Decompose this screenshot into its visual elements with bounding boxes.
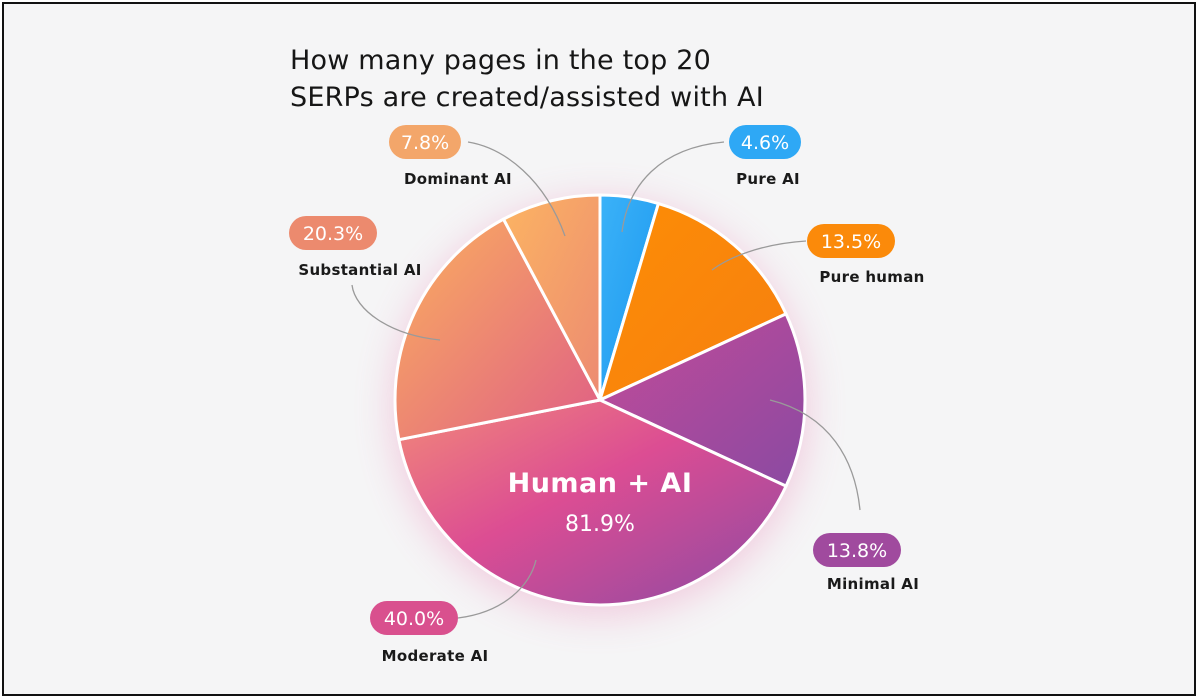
category-label-dominant-ai: Dominant AI (404, 170, 512, 188)
percent-label-dominant-ai: 7.8% (401, 132, 449, 154)
center-label-title: Human + AI (508, 468, 693, 499)
leader-line-minimal-ai (769, 399, 861, 511)
leader-line-substantial-ai (351, 284, 441, 341)
category-label-pure-ai: Pure AI (736, 170, 800, 188)
slice-labels: 4.6% Pure AI 13.5% Pure human 13.8% Minimal A… (289, 125, 924, 665)
center-label-value: 81.9% (565, 512, 635, 537)
category-label-pure-human: Pure human (819, 268, 924, 286)
chart-title-line-1: How many pages in the top 20 (290, 45, 711, 76)
percent-label-moderate-ai: 40.0% (384, 608, 444, 630)
pie-slice-pure-human (598, 202, 788, 402)
chart-title-line-2: SERPs are created/assisted with AI (290, 82, 764, 113)
leader-lines (351, 141, 861, 619)
percent-label-substantial-ai: 20.3% (303, 223, 363, 245)
pie-slice-moderate-ai (397, 398, 788, 607)
percent-pill-substantial-ai (289, 216, 377, 250)
pie-slice-dominant-ai (502, 193, 602, 402)
category-label-substantial-ai: Substantial AI (298, 261, 421, 279)
category-label-moderate-ai: Moderate AI (382, 647, 489, 665)
percent-pill-pure-human (807, 224, 895, 258)
percent-pill-dominant-ai (389, 125, 461, 159)
percent-label-minimal-ai: 13.8% (827, 540, 887, 562)
percent-label-pure-ai: 4.6% (741, 132, 789, 154)
percent-pill-minimal-ai (813, 533, 901, 567)
pie-slice-minimal-ai (598, 312, 807, 488)
percent-label-pure-human: 13.5% (821, 231, 881, 253)
leader-line-pure-human (711, 240, 807, 271)
category-label-minimal-ai: Minimal AI (827, 575, 919, 593)
leader-line-moderate-ai (457, 559, 537, 619)
percent-pill-moderate-ai (370, 601, 458, 635)
pie-slice-substantial-ai (393, 217, 602, 442)
pie-slices (393, 193, 807, 607)
leader-line-dominant-ai (467, 141, 566, 237)
leader-line-pure-ai (621, 141, 725, 233)
chart-title: How many pages in the top 20 SERPs are c… (290, 42, 910, 116)
percent-pill-pure-ai (729, 125, 801, 159)
